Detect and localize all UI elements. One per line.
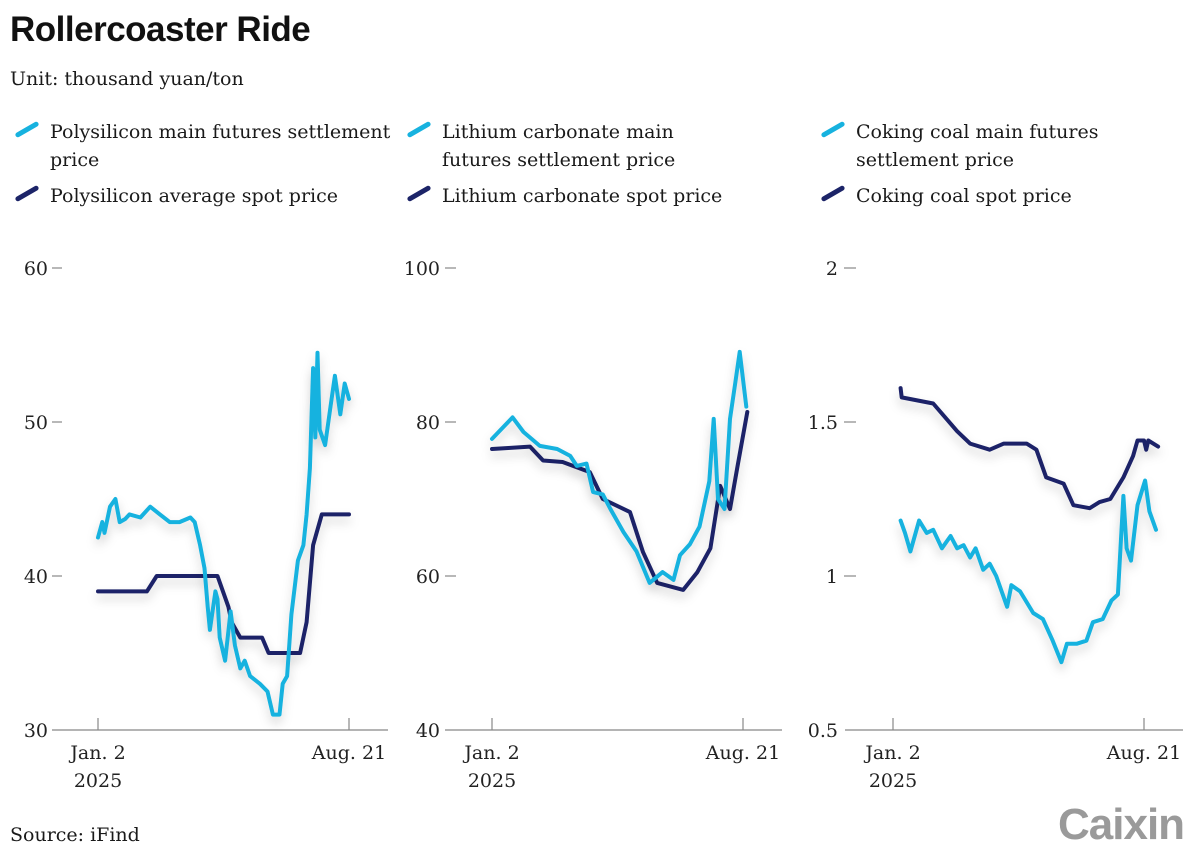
- legend-item-futures: Lithium carbonate main futures settlemen…: [404, 118, 724, 174]
- legend-label: Lithium carbonate spot price: [442, 185, 723, 207]
- y-tick-label: 2: [826, 258, 838, 280]
- legend-item-spot: Coking coal spot price: [818, 182, 1158, 210]
- y-tick-label: 0.5: [808, 720, 838, 742]
- legend-coking-coal: Coking coal main futures settlement pric…: [818, 118, 1158, 218]
- futures-price-line: [490, 349, 749, 585]
- x-tick-year-label: 2025: [468, 770, 516, 792]
- y-tick-label: 40: [416, 720, 440, 742]
- futures-price-line: [96, 350, 351, 717]
- x-tick-label: Aug. 21: [705, 742, 780, 764]
- chart-panel-1: 30 40 50 60 Jan. 2 2025 Aug. 21: [24, 258, 388, 792]
- legend-label: Coking coal main futures settlement pric…: [856, 121, 1099, 171]
- x-tick-label: Aug. 21: [1106, 742, 1181, 764]
- y-tick-label: 50: [24, 412, 48, 434]
- x-tick-label: Jan. 2: [462, 742, 519, 764]
- legend-label: Polysilicon average spot price: [50, 185, 338, 207]
- x-tick-label: Jan. 2: [68, 742, 125, 764]
- y-tick-label: 80: [416, 412, 440, 434]
- legend-lithium: Lithium carbonate main futures settlemen…: [404, 118, 724, 218]
- y-tick-label: 60: [416, 566, 440, 588]
- spot-price-line: [96, 512, 351, 655]
- legend-item-spot: Lithium carbonate spot price: [404, 182, 724, 210]
- y-tick-label: 1: [826, 566, 838, 588]
- y-tick-label: 30: [24, 720, 48, 742]
- y-tick-label: 1.5: [808, 412, 838, 434]
- spot-price-line: [898, 386, 1161, 511]
- chart-title: Rollercoaster Ride: [10, 10, 311, 49]
- x-tick-label: Jan. 2: [863, 742, 920, 764]
- legend-label: Lithium carbonate main futures settlemen…: [442, 121, 676, 171]
- legend-label: Polysilicon main futures settlement pric…: [50, 121, 391, 171]
- chart-panel-3: 0.5 1 1.5 2 Jan. 2 2025 Aug. 21: [808, 258, 1183, 792]
- y-tick-label: 40: [24, 566, 48, 588]
- y-tick-label: 60: [24, 258, 48, 280]
- legend-item-futures: Coking coal main futures settlement pric…: [818, 118, 1158, 174]
- x-tick-year-label: 2025: [869, 770, 917, 792]
- futures-price-line: [898, 478, 1158, 665]
- legend-label: Coking coal spot price: [856, 185, 1072, 207]
- chart-panel-2: 40 60 80 100 Jan. 2 2025 Aug. 21: [404, 258, 782, 792]
- legend-item-spot: Polysilicon average spot price: [12, 182, 392, 210]
- caixin-logo: Caixin: [1058, 800, 1185, 849]
- x-tick-label: Aug. 21: [311, 742, 386, 764]
- source-note: Source: iFind: [10, 824, 140, 846]
- unit-label: Unit: thousand yuan/ton: [10, 68, 244, 90]
- y-tick-label: 100: [404, 258, 440, 280]
- legend-item-futures: Polysilicon main futures settlement pric…: [12, 118, 392, 174]
- x-tick-year-label: 2025: [74, 770, 122, 792]
- legend-polysilicon: Polysilicon main futures settlement pric…: [12, 118, 392, 218]
